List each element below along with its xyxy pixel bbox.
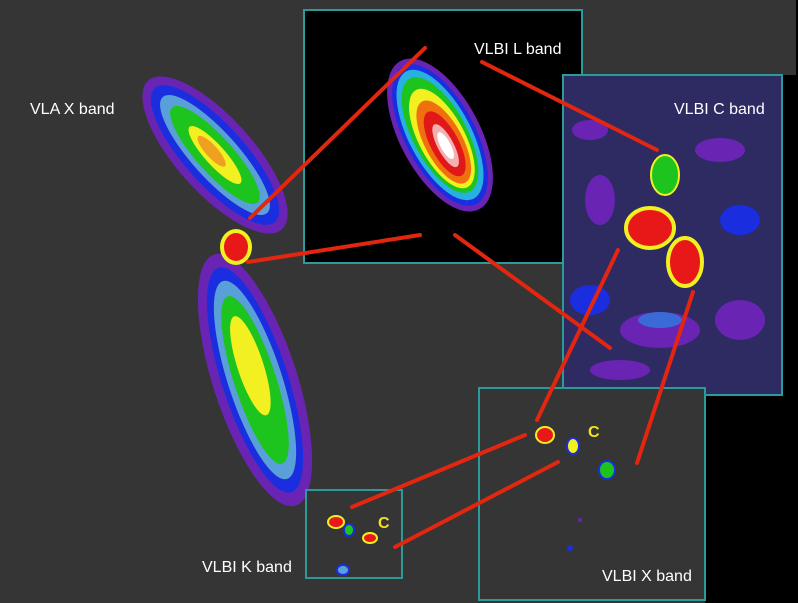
x-band-panel-part (566, 437, 580, 455)
panel-label: VLBI L band (474, 41, 561, 58)
component-label: C (378, 515, 390, 532)
x-band-panel-part (598, 460, 616, 480)
l-band-panel (303, 9, 583, 264)
k-band-panel-part (343, 523, 355, 537)
k-band-panel (305, 489, 403, 579)
connector-lines-part (635, 290, 695, 465)
connector-lines-part (535, 248, 620, 422)
l-band-panel-part-part (437, 132, 454, 160)
x-band-panel-part (578, 518, 582, 522)
k-band-panel-part (362, 532, 378, 544)
x-band-panel-part (535, 426, 555, 444)
c-band-panel-part (638, 312, 682, 328)
connector-lines-part (453, 233, 612, 350)
c-band-panel (562, 74, 783, 396)
l-band-panel-part (387, 58, 493, 212)
c-band-panel-part (624, 206, 676, 250)
connector-lines-part (393, 460, 560, 549)
connector-lines-part (480, 60, 659, 152)
vla-jet-part (197, 253, 313, 507)
c-band-panel-part (695, 138, 745, 162)
connector-lines-part (248, 46, 427, 220)
panel-label: VLBI C band (674, 101, 765, 118)
c-band-panel-part (720, 205, 760, 235)
component-label: C (588, 424, 600, 441)
c-band-panel-part (715, 300, 765, 340)
vla-jet-part (224, 233, 248, 261)
x-band-panel (478, 387, 706, 601)
connector-lines (246, 46, 695, 549)
c-band-panel-part (666, 236, 704, 288)
vla-jet (142, 76, 313, 507)
panel-label: VLBI K band (202, 559, 292, 576)
vla-jet-part-part (197, 135, 226, 167)
x-band-panel-part (478, 387, 706, 601)
vla-jet-part (142, 76, 288, 234)
c-band-panel-part (585, 175, 615, 225)
k-band-panel-part (305, 489, 403, 579)
k-band-panel-part (327, 515, 345, 529)
c-band-panel-part (572, 120, 608, 140)
connector-lines-part (350, 433, 527, 509)
c-band-panel-part (590, 360, 650, 380)
c-band-panel-part (570, 285, 610, 315)
panel-label: VLBI X band (602, 568, 692, 585)
connector-lines-part (246, 233, 422, 264)
x-band-panel-part (567, 545, 573, 551)
vla-jet-part-part (230, 316, 271, 416)
k-band-panel-part (336, 564, 350, 576)
c-band-panel-part (650, 154, 680, 196)
panel-label: VLA X band (30, 101, 115, 118)
